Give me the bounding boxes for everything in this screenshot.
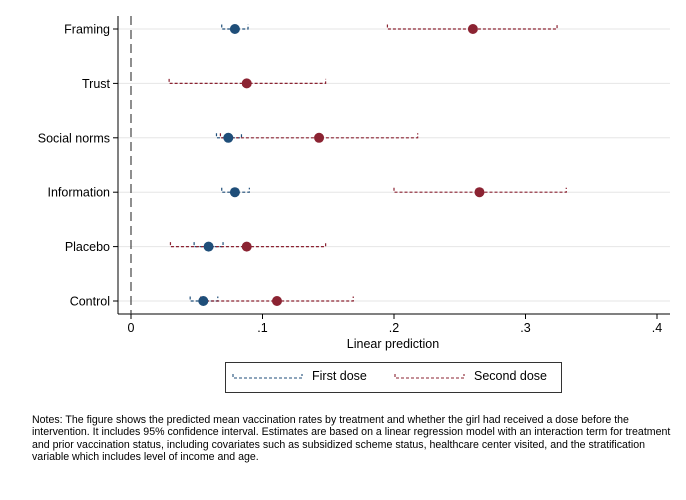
ci-second-dose-social-norms xyxy=(219,133,419,139)
point-second-dose-control xyxy=(271,296,282,306)
x-tick-label-0: 0 xyxy=(128,321,135,335)
point-second-dose-social-norms xyxy=(314,132,325,143)
x-tick-label-3: .3 xyxy=(520,321,530,335)
category-label-information: Information xyxy=(47,186,110,200)
category-label-placebo: Placebo xyxy=(65,240,110,254)
x-tick-label-1: .1 xyxy=(257,321,267,335)
category-label-social-norms: Social norms xyxy=(38,131,110,145)
category-labels: Framing Trust Social norms Information Place… xyxy=(38,23,111,309)
ci-first-dose-information xyxy=(221,187,250,193)
axes xyxy=(113,16,670,319)
legend: First dose Second dose xyxy=(225,362,562,393)
legend-swatch-first-dose xyxy=(232,374,303,379)
point-first-dose-social-norms xyxy=(223,132,234,143)
ci-first-dose-placebo xyxy=(193,242,224,248)
point-estimates xyxy=(198,24,485,306)
x-tick-label-2: .2 xyxy=(389,321,399,335)
point-first-dose-information xyxy=(229,187,240,198)
legend-swatch-second-dose xyxy=(394,374,465,379)
category-label-framing: Framing xyxy=(64,23,110,37)
figure-notes: Notes: The figure shows the predicted me… xyxy=(32,414,671,464)
point-second-dose-placebo xyxy=(241,241,252,252)
coefficient-plot: Framing Trust Social norms Information Place… xyxy=(38,16,670,351)
point-first-dose-framing xyxy=(229,24,240,34)
legend-label-second-dose: Second dose xyxy=(474,369,547,383)
legend-label-first-dose: First dose xyxy=(312,369,367,383)
x-tick-labels: 0 .1 .2 .3 .4 xyxy=(128,321,663,335)
point-second-dose-information xyxy=(474,187,485,198)
confidence-intervals xyxy=(168,24,567,302)
category-label-trust: Trust xyxy=(82,77,111,91)
category-label-control: Control xyxy=(70,295,110,309)
point-first-dose-control xyxy=(198,296,209,306)
point-second-dose-trust xyxy=(241,78,252,89)
x-axis-label: Linear prediction xyxy=(347,337,439,351)
gridlines xyxy=(118,28,670,302)
point-second-dose-framing xyxy=(467,24,478,34)
point-first-dose-placebo xyxy=(203,241,214,252)
ci-first-dose-control xyxy=(189,296,219,302)
x-tick-label-4: .4 xyxy=(652,321,662,335)
ci-second-dose-framing xyxy=(386,24,558,30)
